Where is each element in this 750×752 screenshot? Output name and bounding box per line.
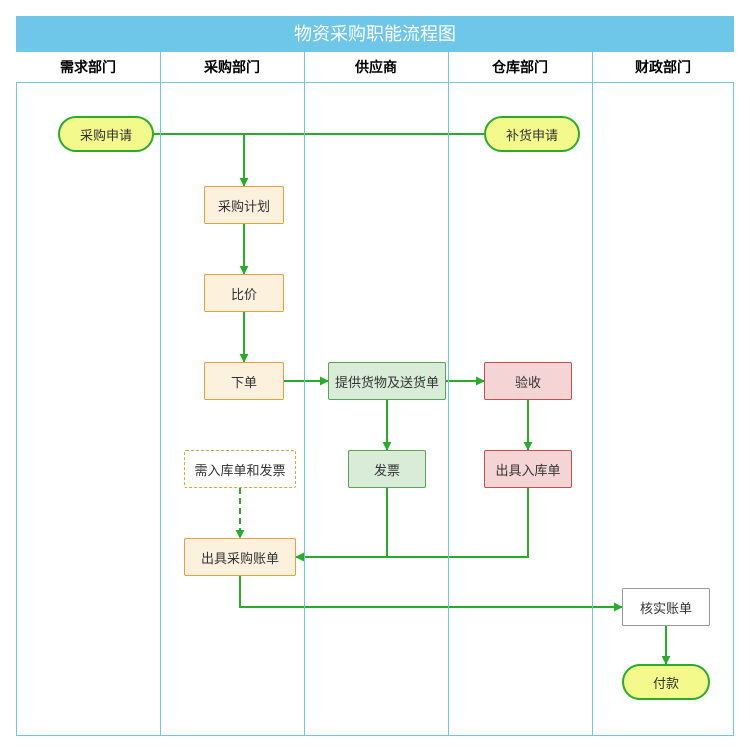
node-verify: 核实账单 <box>622 588 710 626</box>
lane-header-purchase: 采购部门 <box>160 52 304 82</box>
node-compare: 比价 <box>204 274 284 312</box>
node-plan: 采购计划 <box>204 186 284 224</box>
lane-divider <box>160 52 161 736</box>
node-need_docs: 需入库单和发票 <box>184 450 296 488</box>
lane-header-demand: 需求部门 <box>16 52 160 82</box>
node-stockin: 出具入库单 <box>484 450 572 488</box>
node-goods: 提供货物及送货单 <box>328 362 446 400</box>
node-invoice: 发票 <box>348 450 426 488</box>
header-bottom-line <box>16 82 734 83</box>
lane-header-finance: 财政部门 <box>592 52 734 82</box>
lane-header-supplier: 供应商 <box>304 52 448 82</box>
lane-divider <box>592 52 593 736</box>
node-pay: 付款 <box>622 664 710 700</box>
title-bar: 物资采购职能流程图 <box>16 16 734 52</box>
node-apply_restock: 补货申请 <box>484 116 580 152</box>
node-order: 下单 <box>204 362 284 400</box>
lane-header-warehouse: 仓库部门 <box>448 52 592 82</box>
lane-divider <box>304 52 305 736</box>
node-purchase_bill: 出具采购账单 <box>184 538 296 576</box>
node-accept: 验收 <box>484 362 572 400</box>
node-apply_purchase: 采购申请 <box>58 116 154 152</box>
flowchart-diagram: 物资采购职能流程图需求部门采购部门供应商仓库部门财政部门采购申请 补货申请采购计划… <box>16 16 734 736</box>
lane-divider <box>448 52 449 736</box>
